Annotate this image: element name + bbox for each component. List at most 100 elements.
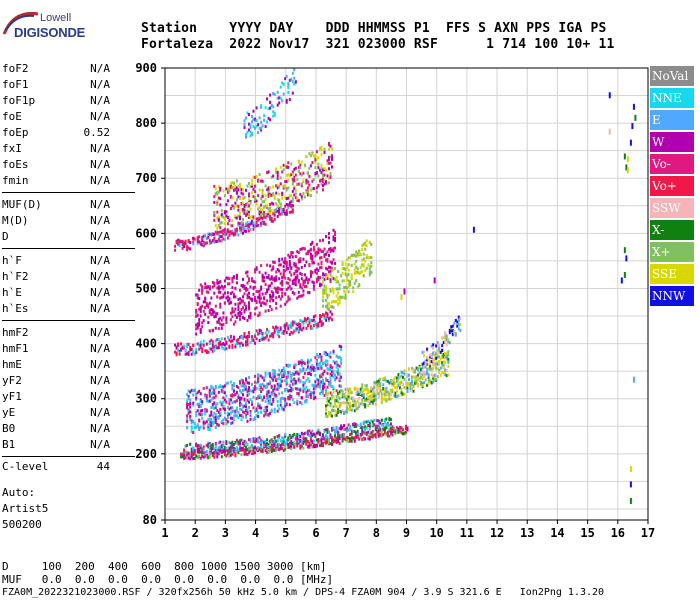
- echo-mark: [332, 359, 335, 363]
- echo-mark: [325, 258, 327, 262]
- echo-mark: [251, 279, 253, 283]
- echo-mark: [276, 96, 279, 100]
- echo-mark: [361, 437, 364, 441]
- echo-mark: [195, 310, 198, 314]
- echo-mark: [189, 398, 192, 402]
- echo-mark: [284, 389, 287, 393]
- echo-mark: [228, 398, 231, 402]
- echo-mark: [242, 226, 244, 230]
- echo-mark: [306, 252, 309, 255]
- echo-mark: [245, 213, 247, 217]
- echo-mark: [325, 235, 327, 239]
- echo-mark: [373, 383, 376, 387]
- echo-mark: [406, 426, 409, 430]
- echo-mark: [189, 345, 192, 349]
- echo-mark: [374, 381, 377, 385]
- echo-mark: [219, 239, 222, 243]
- param-row-fmin: fmin N/A: [2, 174, 110, 190]
- echo-mark: [266, 188, 269, 192]
- echo-mark: [285, 331, 288, 335]
- echo-mark: [226, 452, 229, 456]
- echo-mark: [441, 362, 444, 366]
- echo-mark: [239, 197, 241, 201]
- echo-mark: [314, 158, 317, 162]
- echo-mark: [257, 295, 260, 299]
- echo-mark: [282, 264, 285, 268]
- echo-mark: [237, 223, 240, 227]
- echo-mark: [251, 215, 253, 219]
- echo-mark: [270, 402, 273, 406]
- echo-mark: [251, 389, 253, 393]
- echo-mark: [371, 400, 374, 404]
- echo-mark: [293, 363, 296, 367]
- echo-mark: [291, 388, 294, 391]
- echo-mark: [213, 240, 216, 244]
- echo-mark: [432, 374, 435, 378]
- echo-mark: [269, 118, 272, 122]
- echo-mark: [279, 384, 282, 388]
- echo-mark: [270, 193, 273, 197]
- echo-mark: [424, 361, 427, 365]
- echo-mark: [195, 293, 198, 297]
- echo-mark: [367, 256, 370, 260]
- echo-mark: [275, 325, 278, 329]
- echo-mark: [232, 186, 235, 189]
- echo-mark: [252, 221, 255, 225]
- echo-mark: [202, 426, 205, 430]
- echo-mark: [229, 394, 232, 398]
- echo-mark: [267, 450, 270, 454]
- echo-mark: [239, 407, 241, 411]
- echo-mark: [312, 394, 315, 398]
- echo-mark: [319, 355, 321, 359]
- echo-mark: [294, 387, 297, 391]
- echo-mark: [308, 183, 311, 187]
- echo-mark: [285, 188, 288, 192]
- echo-mark: [347, 263, 350, 267]
- echo-mark: [220, 337, 223, 341]
- echo-mark: [267, 210, 270, 214]
- echo-mark: [296, 441, 299, 444]
- echo-mark: [309, 393, 312, 397]
- echo-mark: [447, 364, 450, 368]
- echo-mark: [243, 310, 246, 314]
- echo-mark: [388, 416, 391, 420]
- echo-mark: [257, 446, 260, 450]
- echo-mark: [424, 359, 427, 363]
- echo-mark: [239, 317, 241, 321]
- x-tick-label: 5: [282, 526, 289, 540]
- echo-mark: [252, 175, 255, 179]
- echo-mark: [371, 387, 374, 391]
- echo-mark: [322, 295, 324, 299]
- header-labels: Station YYYY DAY DDD HHMMSS P1 FFS S AXN…: [141, 21, 607, 36]
- echo-mark: [270, 277, 273, 281]
- echo-mark: [322, 184, 324, 188]
- echo-mark: [317, 166, 320, 170]
- echo-mark: [299, 380, 302, 384]
- echo-mark: [242, 343, 244, 347]
- echo-mark: [272, 299, 275, 303]
- echo-mark: [217, 290, 220, 294]
- echo-mark: [337, 287, 340, 291]
- echo-mark: [291, 320, 294, 324]
- echo-mark: [248, 386, 250, 390]
- echo-mark: [257, 207, 260, 211]
- echo-mark: [226, 276, 229, 280]
- echo-mark: [246, 201, 249, 205]
- echo-mark: [444, 370, 447, 374]
- echo-mark: [216, 286, 219, 290]
- echo-mark: [223, 446, 226, 450]
- echo-mark: [266, 214, 269, 217]
- echo-mark: [432, 346, 435, 350]
- echo-mark: [219, 449, 222, 453]
- echo-mark: [314, 435, 317, 438]
- echo-mark: [255, 437, 258, 441]
- echo-mark: [352, 399, 355, 403]
- echo-mark: [358, 251, 361, 255]
- echo-mark: [326, 159, 329, 163]
- echo-mark: [199, 443, 202, 447]
- param-name: yF2: [2, 374, 22, 387]
- echo-mark: [284, 397, 287, 401]
- echo-mark: [290, 173, 293, 177]
- echo-mark: [306, 317, 309, 320]
- echo-mark: [329, 379, 332, 383]
